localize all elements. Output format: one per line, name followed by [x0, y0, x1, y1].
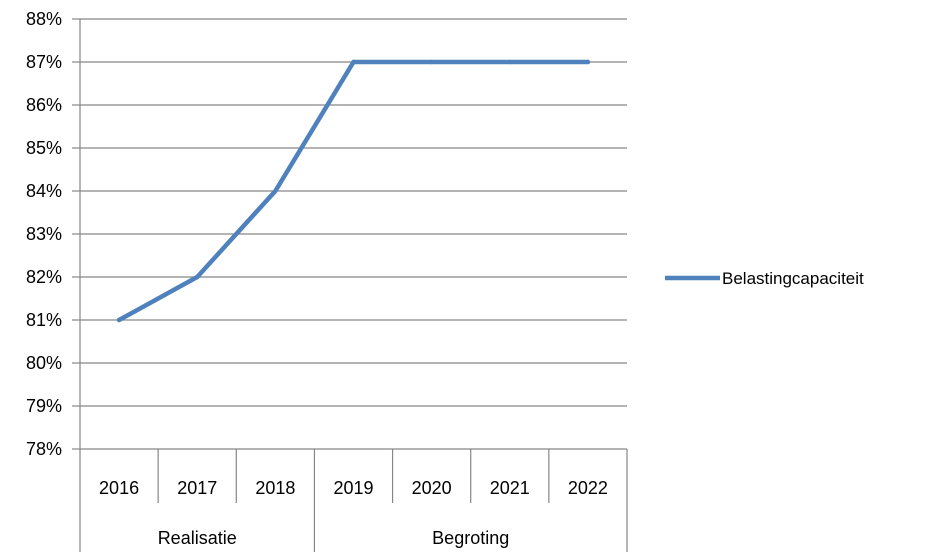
series-layer: [116, 59, 591, 323]
x-tick-label: 2022: [568, 478, 608, 498]
gridlines: [72, 18, 627, 552]
y-tick-label: 79%: [26, 396, 62, 416]
y-tick-label: 85%: [26, 138, 62, 158]
data-point: [351, 59, 356, 65]
y-tick-label: 84%: [26, 181, 62, 201]
y-axis-tick-labels: 78% 79% 80% 81% 82% 83% 84% 85% 86% 87% 88%: [26, 9, 62, 459]
y-tick-label: 80%: [26, 353, 62, 373]
y-tick-label: 86%: [26, 95, 62, 115]
legend: Belastingcapaciteit: [665, 269, 864, 288]
data-point: [273, 188, 278, 194]
group-label: Realisatie: [158, 528, 237, 548]
y-tick-label: 78%: [26, 439, 62, 459]
x-tick-label: 2016: [99, 478, 139, 498]
x-tick-label: 2017: [177, 478, 217, 498]
y-tick-label: 81%: [26, 310, 62, 330]
y-tick-label: 83%: [26, 224, 62, 244]
category-axis: 2016 2017 2018 2019 2020 2021 2022 Realisatie Be…: [99, 449, 628, 552]
data-point: [585, 59, 591, 65]
x-tick-label: 2020: [412, 478, 452, 498]
x-tick-label: 2021: [490, 478, 530, 498]
data-point: [507, 59, 512, 65]
y-tick-label: 88%: [26, 9, 62, 29]
data-point: [429, 59, 434, 65]
group-label: Begroting: [432, 528, 509, 548]
data-point: [116, 317, 122, 323]
legend-label: Belastingcapaciteit: [722, 269, 864, 288]
x-tick-label: 2019: [333, 478, 373, 498]
y-tick-label: 87%: [26, 52, 62, 72]
y-tick-label: 82%: [26, 267, 62, 287]
data-point: [195, 274, 200, 280]
x-tick-label: 2018: [255, 478, 295, 498]
